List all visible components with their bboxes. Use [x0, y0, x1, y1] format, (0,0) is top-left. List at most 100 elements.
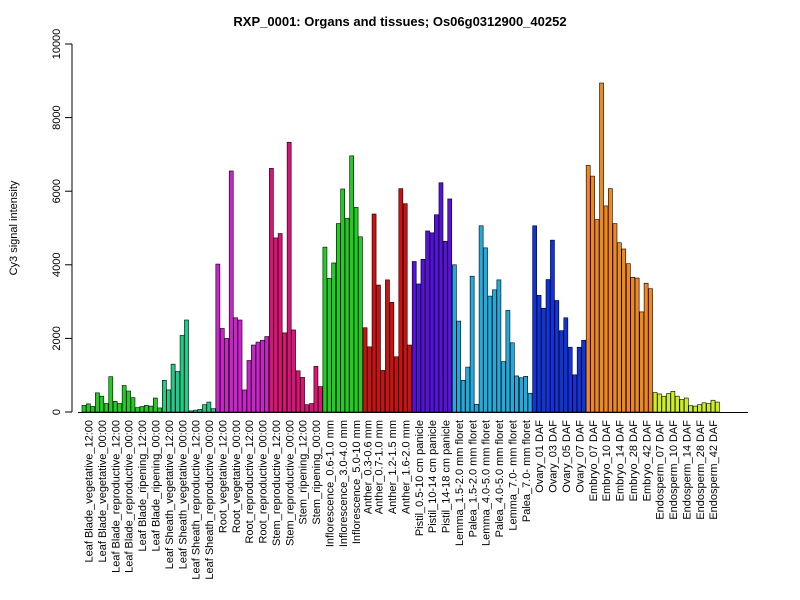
bar: [563, 317, 569, 413]
bar: [340, 188, 346, 413]
y-tick-label: 6000: [51, 179, 63, 203]
bar: [460, 380, 466, 413]
bar: [536, 295, 542, 413]
x-tick-label: Endosperm_28 DAF: [695, 420, 707, 520]
x-tick-label: Stem_ripening_00:00: [311, 420, 323, 525]
bar: [331, 262, 337, 413]
y-axis: 0 2000 4000 6000 8000 10000: [51, 29, 73, 415]
bar: [478, 225, 484, 413]
bar: [643, 282, 649, 413]
bar: [144, 405, 149, 413]
bar: [215, 263, 221, 413]
x-tick-label: Pistil_10-14 cm panicle: [427, 420, 439, 533]
bar: [210, 408, 216, 413]
x-tick-label: Palea_7.0- mm floret: [521, 420, 533, 522]
x-tick-label: Ovary_07 DAF: [574, 420, 586, 493]
y-tick-label: 0: [51, 409, 63, 415]
bar: [273, 237, 279, 413]
bar: [483, 247, 488, 413]
x-tick-label: Stem_reproductive_12:00: [271, 420, 283, 546]
bar: [228, 170, 234, 413]
x-tick-label: Ovary_03 DAF: [548, 420, 560, 493]
x-tick-label: Leaf Blade_reproductive_00:00: [124, 420, 136, 573]
bar: [139, 406, 145, 413]
bar: [683, 397, 689, 413]
bar: [465, 366, 471, 413]
x-tick-label: Leaf Blade_vegetative_12:00: [84, 420, 96, 563]
x-tick-label: Anther_1.2-1.5 mm: [387, 420, 399, 514]
bar: [371, 213, 377, 413]
x-tick-label: Leaf Sheath_vegetative_00:00: [177, 420, 189, 569]
bar: [581, 339, 586, 413]
bar: [666, 393, 671, 413]
bar: [500, 361, 506, 413]
x-tick-label: Leaf Blade_reproductive_12:00: [110, 420, 122, 573]
bar: [697, 404, 702, 413]
bar: [639, 311, 645, 413]
bar: [434, 214, 439, 413]
bar: [380, 370, 386, 413]
bar: [224, 338, 229, 413]
bar: [670, 391, 676, 413]
bar: [175, 371, 181, 413]
x-tick-label: Leaf Blade_vegetative_00:00: [97, 420, 109, 563]
y-tick-label: 10000: [51, 29, 63, 60]
bar: [197, 409, 203, 413]
bar: [518, 377, 524, 413]
bar: [148, 405, 154, 413]
bar: [335, 223, 341, 413]
bar: [300, 377, 305, 413]
bar: [425, 230, 430, 413]
bar: [385, 279, 390, 413]
x-tick-label: Inflorescence_0.6-1.0 mm: [324, 420, 336, 547]
x-tick-label: Stem_reproductive_00:00: [284, 420, 296, 546]
bar: [692, 405, 698, 413]
bar: [95, 392, 100, 413]
bar: [317, 386, 323, 413]
bar: [509, 342, 515, 413]
bar: [353, 207, 359, 413]
bar: [153, 397, 158, 413]
bar: [233, 317, 238, 413]
bar: [576, 346, 582, 413]
y-tick-label: 2000: [51, 326, 63, 350]
x-tick-label: Leaf Sheath_reproductive_00:00: [204, 420, 216, 580]
x-tick-label: Embryo_28 DAF: [628, 420, 640, 502]
bar: [326, 278, 332, 413]
bar: [206, 401, 212, 413]
bar: [112, 401, 118, 413]
bar: [255, 341, 261, 413]
x-tick-label: Root_vegetative_00:00: [231, 420, 243, 533]
bar: [367, 346, 372, 413]
x-tick-label: Endosperm_07 DAF: [655, 420, 667, 520]
bar: [117, 403, 122, 413]
bar: [219, 328, 225, 413]
x-tick-label: Embryo_10 DAF: [601, 420, 613, 502]
bar: [393, 356, 399, 413]
bar: [362, 327, 368, 413]
bar: [559, 330, 564, 413]
x-tick-label: Lemma_1.5-2.0 mm floret: [454, 420, 466, 546]
bar: [349, 155, 355, 413]
bar: [416, 283, 421, 413]
bar: [527, 392, 533, 413]
bar: [447, 198, 453, 413]
bar: [99, 395, 105, 413]
x-tick-label: Lemma_7.0- mm floret: [507, 420, 519, 531]
bar: [246, 360, 252, 413]
x-tick-label: Pistil_14-18 cm panicle: [441, 420, 453, 533]
bar: [661, 395, 667, 413]
bar: [264, 336, 270, 413]
bar: [621, 248, 627, 413]
bars-group: [78, 82, 748, 413]
bar: [304, 404, 310, 413]
x-tick-label: Anther_1.6-2.0 mm: [400, 420, 412, 514]
bar: [443, 240, 448, 413]
bar: [242, 389, 247, 413]
bar: [617, 242, 622, 413]
bar: [188, 410, 194, 413]
bar: [474, 403, 479, 413]
bar: [260, 339, 265, 413]
x-tick-label: Leaf Sheath_reproductive_12:00: [191, 420, 203, 580]
x-tick-labels: Leaf Blade_vegetative_12:00 Leaf Blade_ve…: [84, 420, 721, 580]
